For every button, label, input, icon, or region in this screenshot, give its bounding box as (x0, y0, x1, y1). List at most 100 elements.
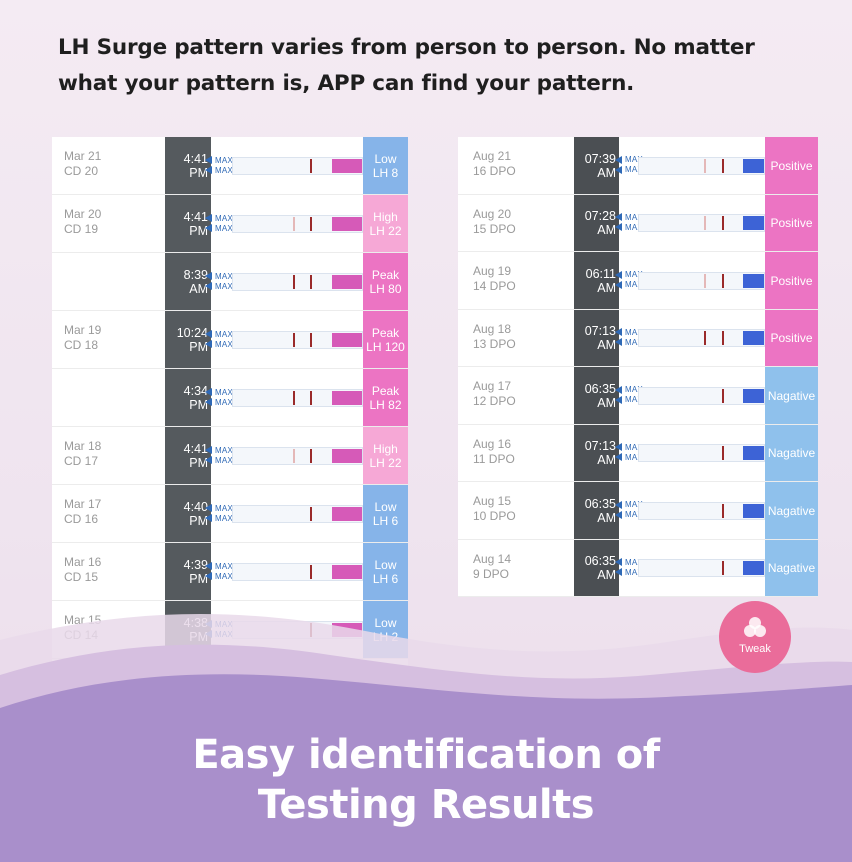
test-strip-image[interactable] (638, 386, 765, 405)
test-strip-image[interactable] (232, 389, 363, 407)
absorbent-pad (332, 159, 362, 173)
test-strip-image[interactable] (232, 505, 363, 523)
test-record-row[interactable]: Aug 17 12 DPO 06:35 AM MAX MAX Nagative (458, 367, 818, 425)
max-line-indicator: MAX (205, 328, 233, 340)
record-cycle-day: CD 20 (64, 164, 99, 178)
test-strip-image[interactable] (638, 156, 765, 175)
test-record-row[interactable]: Aug 15 10 DPO 06:35 AM MAX MAX Nagative (458, 482, 818, 540)
test-record-row[interactable]: Aug 19 14 DPO 06:11 AM MAX MAX Positive (458, 252, 818, 310)
result-label: Nagative (767, 388, 816, 403)
tweak-button[interactable]: Tweak (719, 601, 791, 673)
max-line-indicator: MAX (615, 499, 643, 511)
max-label: MAX (625, 280, 643, 290)
arrow-left-icon (615, 338, 622, 347)
row-divider (52, 368, 408, 369)
test-record-row[interactable]: Mar 20 CD 19 4:41 PM MAX MAX High LH 22 (52, 195, 408, 253)
three-circles-icon (744, 617, 766, 637)
test-record-row[interactable]: 8:39 AM MAX MAX Peak LH 80 (52, 253, 408, 311)
arrow-left-icon (205, 398, 212, 406)
record-time: 10:24 PM (167, 326, 208, 354)
result-badge: Nagative (765, 482, 818, 540)
test-record-row[interactable]: Aug 21 16 DPO 07:39 AM MAX MAX Positive (458, 137, 818, 195)
absorbent-pad (743, 561, 764, 576)
record-time: 07:13 AM (574, 324, 616, 352)
test-strip-image[interactable] (638, 214, 765, 233)
max-label: MAX (215, 281, 233, 291)
record-time-value: 10:24 (176, 326, 208, 340)
max-label: MAX (215, 397, 233, 407)
arrow-left-icon (615, 155, 622, 164)
test-strip-image[interactable] (638, 329, 765, 348)
result-value: LH 6 (372, 572, 399, 586)
test-strip-image[interactable] (232, 563, 363, 581)
footer-line-1: Easy identification of (192, 732, 660, 778)
max-label: MAX (215, 165, 233, 175)
arrow-left-icon (615, 558, 622, 567)
record-date: Aug 21 16 DPO (473, 149, 516, 179)
result-label: Positive (770, 216, 813, 231)
test-strip-image[interactable] (638, 444, 765, 463)
test-strip-image[interactable] (638, 559, 765, 578)
record-time-period: PM (189, 456, 208, 470)
record-time: 06:11 AM (574, 267, 616, 295)
row-divider (458, 481, 818, 482)
record-date: Mar 19 CD 18 (64, 323, 101, 353)
test-record-row[interactable]: Mar 18 CD 17 4:41 PM MAX MAX High LH 22 (52, 427, 408, 485)
test-line (722, 273, 724, 288)
record-cycle-day: CD 16 (64, 512, 99, 526)
test-strip-image[interactable] (232, 215, 363, 233)
max-label: MAX (625, 212, 643, 222)
arrow-left-icon (615, 395, 622, 404)
max-label: MAX (625, 337, 643, 347)
result-badge: Peak LH 82 (363, 369, 408, 427)
arrow-left-icon (615, 453, 622, 462)
test-strip-image[interactable] (232, 447, 363, 465)
pregnancy-test-history-panel[interactable]: Aug 21 16 DPO 07:39 AM MAX MAX Positive Aug 20 1… (458, 137, 818, 597)
test-record-row[interactable]: Aug 14 9 DPO 06:35 AM MAX MAX Nagative (458, 539, 818, 597)
max-label: MAX (215, 387, 233, 397)
test-strip-image[interactable] (232, 157, 363, 175)
test-strip-image[interactable] (232, 331, 363, 349)
record-time-value: 06:11 (585, 266, 616, 281)
record-time-value: 06:35 (584, 496, 616, 511)
record-date: Mar 17 CD 16 (64, 497, 101, 527)
test-strip-image[interactable] (232, 273, 363, 291)
test-record-row[interactable]: Aug 18 13 DPO 07:13 AM MAX MAX Positive (458, 309, 818, 367)
record-time-period: PM (189, 514, 208, 528)
max-label: MAX (215, 339, 233, 349)
absorbent-pad (332, 449, 362, 463)
arrow-left-icon (615, 328, 622, 337)
test-strip-image[interactable] (638, 271, 765, 290)
result-badge: Nagative (765, 424, 818, 482)
record-date-label: Mar 21 (64, 149, 102, 163)
test-record-row[interactable]: Aug 20 15 DPO 07:28 AM MAX MAX Positive (458, 194, 818, 252)
arrow-left-icon (205, 572, 212, 580)
record-date: Mar 20 CD 19 (64, 207, 101, 237)
test-line (704, 273, 706, 288)
result-badge: Nagative (765, 539, 818, 597)
arrow-left-icon (615, 223, 622, 232)
result-badge: Positive (765, 194, 818, 252)
record-time-value: 06:35 (584, 381, 616, 396)
test-record-row[interactable]: Mar 16 CD 15 4:39 PM MAX MAX Low LH 6 (52, 543, 408, 601)
arrow-left-icon (615, 280, 622, 289)
max-line-indicator: MAX (205, 154, 233, 166)
max-label: MAX (215, 455, 233, 465)
record-cycle-day: CD 17 (64, 454, 99, 468)
result-level: Peak (371, 268, 400, 282)
test-record-row[interactable]: Mar 17 CD 16 4:40 PM MAX MAX Low LH 6 (52, 485, 408, 543)
result-level: Low (374, 558, 397, 572)
result-badge: Low LH 6 (363, 485, 408, 543)
test-strip-image[interactable] (638, 501, 765, 520)
max-label: MAX (215, 571, 233, 581)
test-record-row[interactable]: Mar 19 CD 18 10:24 PM MAX MAX Peak LH 120 (52, 311, 408, 369)
test-record-row[interactable]: Mar 21 CD 20 4:41 PM MAX MAX Low LH 8 (52, 137, 408, 195)
test-line (310, 507, 312, 521)
max-label: MAX (625, 452, 643, 462)
test-record-row[interactable]: 4:34 PM MAX MAX Peak LH 82 (52, 369, 408, 427)
record-date: Mar 21 CD 20 (64, 149, 101, 179)
record-time-period: PM (189, 340, 208, 354)
test-record-row[interactable]: Aug 16 11 DPO 07:13 AM MAX MAX Nagative (458, 424, 818, 482)
